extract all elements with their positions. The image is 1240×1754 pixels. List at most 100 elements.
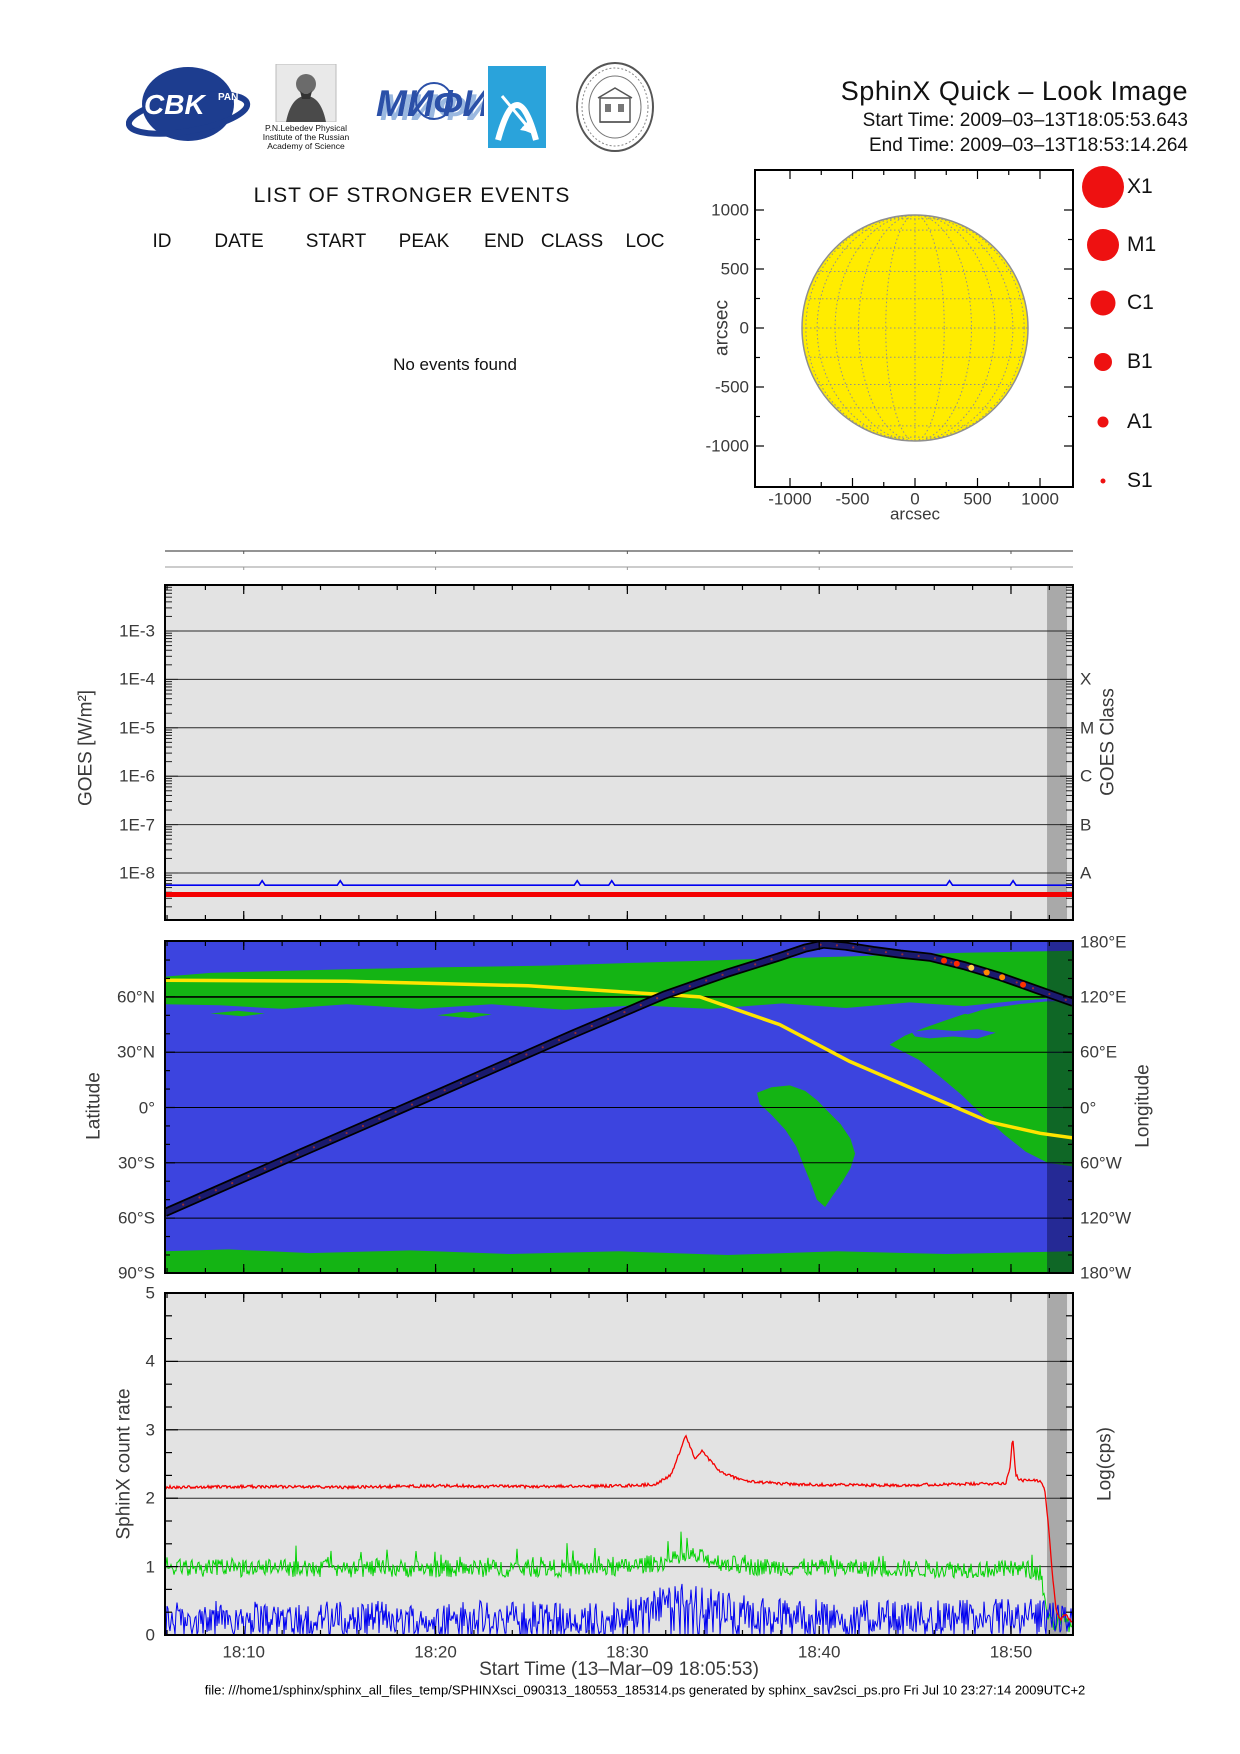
map-lon-tick-4: 60°W (1080, 1153, 1122, 1173)
mephi-logo: МИФИ МИФИ (376, 82, 484, 128)
orbit-ground-track-panel (164, 940, 1074, 1274)
goes-post-end-band (1047, 585, 1068, 920)
end-time-text: End Time: 2009–03–13T18:53:14.264 (868, 135, 1188, 156)
legend-label-X1: X1 (1127, 175, 1153, 198)
sun-ytick-0: 0 (739, 318, 749, 338)
count-ytick-5: 5 (145, 1283, 155, 1303)
count-ytick-3: 3 (145, 1420, 155, 1440)
mephi-text-shadow: МИФИ (380, 87, 484, 128)
start-time-text: Start Time: 2009–03–13T18:05:53.643 (862, 110, 1188, 131)
sun-xtick-1000: 1000 (1021, 489, 1059, 509)
map-lon-tick-3: 0° (1080, 1098, 1097, 1117)
legend-label-B1: B1 (1127, 350, 1153, 373)
sun-y-axis-title: arcsec (711, 300, 733, 356)
lebedev-portrait-logo (275, 64, 337, 122)
count-series (165, 1434, 1073, 1635)
legend-label-A1: A1 (1127, 410, 1153, 433)
count-ytick-1: 1 (145, 1557, 155, 1577)
goes-y-axis-title: GOES [W/m²] (75, 689, 97, 807)
footer-file-line: file: ///home1/sphinx/sphinx_all_files_t… (204, 1682, 1086, 1698)
sun-ytick--1000: -1000 (705, 436, 749, 456)
cbk-pan-logo: CBK PAN (126, 67, 251, 141)
count-y-axis-title: SphinX count rate (113, 1388, 135, 1540)
map-south-america (757, 1085, 856, 1207)
solar-disk-plot (754, 169, 1074, 488)
map-lat-tick-4: 60°S (117, 1208, 155, 1228)
legend-marker-A1 (1097, 416, 1109, 428)
mephi-text: МИФИ (376, 83, 484, 124)
map-lon-tick-2: 60°E (1080, 1042, 1118, 1062)
map-lat-tick-0: 60°N (117, 987, 155, 1007)
goes-ytick-1E-8: 1E-8 (119, 863, 155, 883)
goes-ytick-1E-5: 1E-5 (119, 718, 155, 738)
events-column-id: ID (152, 231, 172, 252)
detector-channel-red-curve (165, 1434, 1073, 1624)
count-right-axis-title: Log(cps) (1094, 1427, 1116, 1501)
lebedev-caption-line2: Institute of the Russian (262, 132, 350, 142)
goes-class-tick-A: A (1080, 863, 1092, 883)
events-column-date: DATE (214, 231, 264, 252)
map-baltic-sea (956, 1007, 980, 1015)
goes-right-axis-title: GOES Class (1097, 688, 1119, 796)
legend-marker-B1 (1094, 353, 1112, 371)
legend-label-C1: C1 (1127, 291, 1154, 314)
goes-class-tick-C: C (1080, 766, 1093, 786)
legend-label-M1: M1 (1127, 233, 1157, 256)
track-event-dot (983, 969, 990, 976)
track-event-dot (999, 974, 1006, 981)
sun-xtick-500: 500 (963, 489, 992, 509)
count-post-end-band (1047, 1293, 1068, 1635)
track-event-dot (968, 964, 975, 971)
goes-ytick-1E-7: 1E-7 (119, 815, 155, 835)
map-lat-tick-3: 30°S (117, 1153, 155, 1173)
flare-class-legend (1082, 166, 1124, 484)
map-europe-africa (889, 1000, 1073, 1167)
map-y-axis-title: Latitude (83, 1072, 105, 1140)
legend-label-S1: S1 (1127, 469, 1153, 492)
time-tick-18:30: 18:30 (606, 1642, 649, 1662)
sun-xtick-0: 0 (910, 489, 920, 509)
map-island-2 (437, 1011, 492, 1019)
goes-class-tick-X: X (1080, 669, 1092, 689)
time-tick-18:40: 18:40 (797, 1642, 841, 1662)
map-northern-landmass-band (165, 950, 1073, 1010)
pan-text: PAN (218, 92, 238, 103)
legend-marker-S1 (1100, 478, 1106, 484)
map-island-1 (210, 1010, 265, 1017)
separator-rules (165, 550, 1073, 570)
map-lon-tick-1: 120°E (1080, 987, 1127, 1007)
legend-marker-C1 (1090, 290, 1116, 316)
events-column-peak: PEAK (398, 231, 450, 252)
header-text-block: SphinX Quick – Look Image Start Time: 20… (841, 76, 1188, 157)
observatory-seal-logo (576, 62, 654, 152)
lebedev-caption-line3: Academy of Science (267, 141, 345, 151)
sun-xtick--500: -500 (835, 489, 870, 509)
sun-ytick--500: -500 (714, 377, 749, 397)
map-lat-tick-5: 90°S (117, 1263, 155, 1283)
no-events-message: No events found (393, 355, 517, 374)
time-tick-18:10: 18:10 (222, 1642, 265, 1662)
events-column-loc: LOC (625, 231, 665, 252)
count-ytick-2: 2 (145, 1488, 155, 1508)
legend-marker-X1 (1082, 166, 1124, 208)
map-lat-tick-2: 0° (138, 1098, 155, 1117)
track-event-dot (1020, 981, 1027, 988)
events-list-title: LIST OF STRONGER EVENTS (253, 184, 571, 207)
count-ytick-0: 0 (145, 1625, 155, 1645)
time-tick-18:50: 18:50 (989, 1642, 1033, 1662)
goes-class-tick-M: M (1080, 718, 1095, 738)
detector-channel-blue-curve (165, 1583, 1073, 1635)
sphinx-count-rate-panel (164, 1292, 1074, 1636)
page-title: SphinX Quick – Look Image (840, 76, 1188, 106)
goes-short-channel-line (165, 879, 1073, 886)
arch-logo (488, 66, 546, 148)
map-lon-tick-5: 120°W (1080, 1208, 1132, 1228)
events-column-start: START (305, 231, 367, 252)
ground-track (165, 941, 1073, 1216)
map-right-axis-title: Longitude (1132, 1064, 1154, 1148)
map-lon-tick-6: 180°W (1080, 1263, 1132, 1283)
events-column-end: END (483, 231, 525, 252)
sun-ytick-500: 500 (720, 259, 749, 279)
legend-marker-M1 (1087, 229, 1119, 261)
